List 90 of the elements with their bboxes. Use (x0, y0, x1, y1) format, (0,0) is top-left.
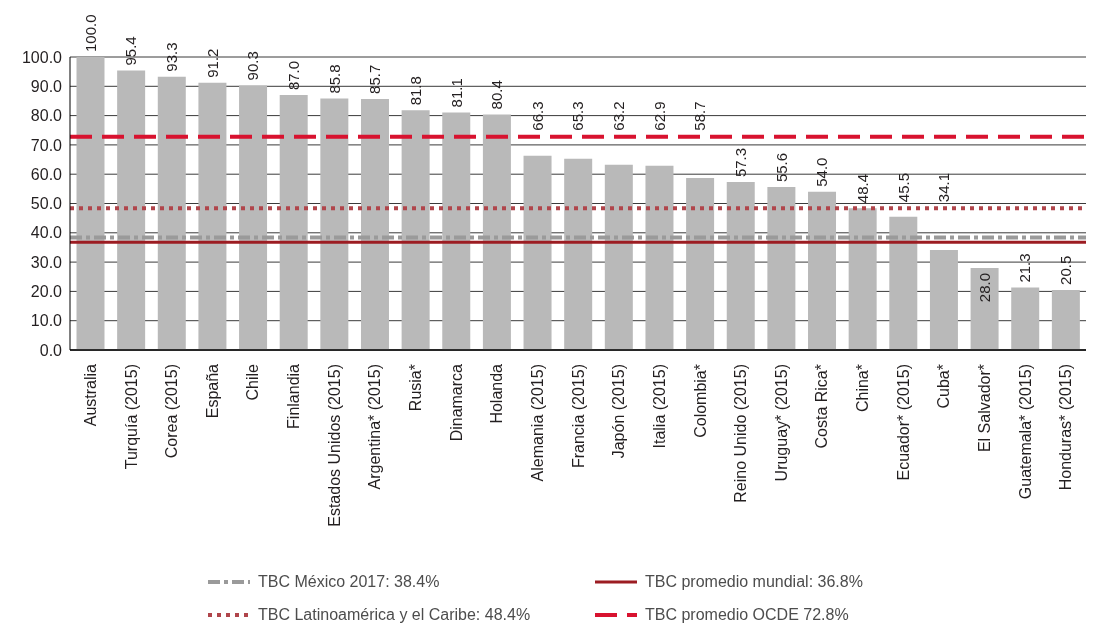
bar (320, 98, 349, 350)
legend-label: TBC Latinoamérica y el Caribe: 48.4% (258, 606, 531, 624)
x-tick-label: Japón (2015) (610, 364, 628, 459)
bar (117, 70, 146, 350)
bar (686, 178, 715, 350)
data-label: 85.7 (366, 64, 384, 94)
data-label: 65.3 (569, 101, 587, 131)
data-label: 34.1 (935, 172, 953, 203)
bar (157, 76, 186, 350)
x-tick-label: Finlandia (285, 363, 303, 429)
y-tick-label: 10.0 (30, 312, 63, 330)
bar (889, 216, 918, 350)
data-label: 87.0 (284, 60, 302, 91)
y-tick-label: 50.0 (30, 195, 63, 213)
bar (198, 82, 227, 350)
bar (767, 187, 796, 350)
data-label: 58.7 (691, 101, 709, 131)
bar (848, 208, 877, 350)
y-tick-label: 40.0 (30, 224, 63, 242)
data-label: 85.8 (325, 64, 343, 94)
data-label: 45.5 (894, 172, 912, 203)
bar (279, 95, 308, 350)
x-tick-label: Ecuador* (2015) (894, 364, 912, 481)
data-label: 81.1 (447, 78, 465, 108)
x-tick-label: Rusia* (407, 364, 425, 412)
x-tick-label: Holanda (488, 363, 506, 424)
x-tick-label: Colombia* (691, 364, 709, 438)
bar (1051, 289, 1080, 350)
data-label: 55.6 (772, 152, 790, 183)
legend-label: TBC México 2017: 38.4% (258, 573, 440, 591)
legend-label: TBC promedio OCDE 72.8% (645, 606, 849, 624)
x-tick-label: Honduras* (2015) (1057, 364, 1075, 491)
x-tick-label: Chile (244, 363, 262, 401)
x-tick-label: Guatemala* (2015) (1016, 364, 1034, 500)
x-tick-label: Estados Unidos (2015) (325, 364, 343, 527)
data-label: 20.5 (1057, 255, 1075, 285)
bar (808, 191, 837, 350)
x-tick-label: Dinamarca (447, 363, 465, 442)
y-tick-label: 20.0 (30, 283, 63, 301)
x-tick-label: Francia (2015) (569, 364, 587, 469)
data-label: 57.3 (731, 147, 749, 178)
x-tick-label: El Salvador* (976, 364, 993, 453)
x-tick-label: Alemania (2015) (528, 364, 546, 482)
legend-label: TBC promedio mundial: 36.8% (645, 573, 863, 591)
bar (1011, 287, 1040, 350)
y-tick-label: 0.0 (39, 341, 63, 359)
bar (239, 85, 268, 350)
bar (970, 267, 999, 350)
x-tick-label: Australia (81, 363, 99, 427)
x-tick-label: Argentina* (2015) (366, 364, 384, 490)
y-tick-label: 90.0 (30, 77, 63, 95)
y-tick-label: 60.0 (30, 165, 63, 183)
bar (401, 110, 430, 350)
data-label: 21.3 (1016, 253, 1034, 283)
data-label: 80.4 (488, 80, 506, 110)
data-label: 95.4 (122, 36, 140, 66)
data-label: 90.3 (244, 51, 262, 81)
y-tick-label: 100.0 (21, 48, 63, 66)
x-tick-label: China* (854, 364, 872, 413)
data-label: 48.4 (853, 173, 871, 204)
x-tick-label: Costa Rica* (813, 364, 831, 449)
y-tick-label: 70.0 (30, 136, 63, 154)
data-label: 93.3 (163, 42, 181, 72)
x-tick-label: Reino Unido (2015) (732, 364, 750, 503)
data-label: 28.0 (975, 272, 993, 303)
bar (523, 155, 552, 350)
data-label: 66.3 (528, 101, 546, 131)
y-tick-label: 80.0 (30, 107, 63, 125)
x-tick-label: Corea (2015) (163, 364, 181, 459)
bar (442, 112, 471, 350)
bar (929, 250, 958, 350)
bar (76, 57, 105, 350)
bar (726, 182, 755, 350)
x-tick-label: España (203, 363, 221, 419)
bar (645, 165, 674, 350)
data-label: 63.2 (610, 101, 628, 131)
x-tick-label: Uruguay* (2015) (772, 364, 790, 482)
bar (482, 114, 511, 350)
y-tick-label: 30.0 (30, 253, 63, 271)
x-tick-label: Italia (2015) (650, 364, 668, 449)
data-label: 100.0 (81, 14, 99, 52)
x-tick-label: Cuba* (935, 364, 953, 409)
bar (604, 164, 633, 350)
data-label: 91.2 (203, 48, 221, 78)
data-label: 54.0 (813, 157, 831, 187)
data-label: 81.8 (406, 76, 424, 106)
x-tick-label: Turquía (2015) (122, 364, 140, 470)
bar (564, 158, 593, 350)
data-label: 62.9 (650, 101, 668, 131)
bar (360, 98, 389, 350)
